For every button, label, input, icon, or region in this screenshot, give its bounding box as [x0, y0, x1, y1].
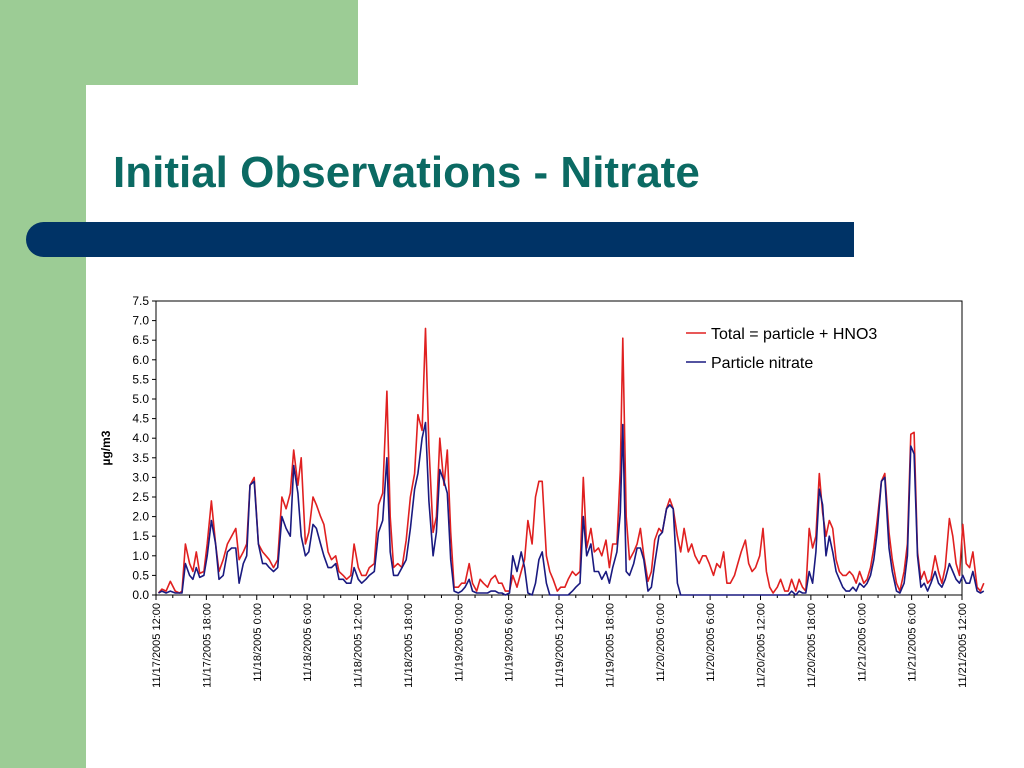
- y-tick-label: 1.5: [132, 529, 149, 543]
- slide-title: Initial Observations - Nitrate: [113, 148, 700, 197]
- x-tick-label: 11/21/2005 12:00: [957, 603, 969, 688]
- x-tick-label: 11/18/2005 6:00: [302, 603, 314, 682]
- legend-label-total: Total = particle + HNO3: [711, 326, 877, 343]
- y-tick-label: 6.5: [132, 333, 149, 347]
- x-tick-label: 11/20/2005 18:00: [806, 603, 818, 688]
- chart-legend: Total = particle + HNO3 Particle nitrate: [686, 326, 877, 372]
- y-tick-label: 4.0: [132, 431, 149, 445]
- y-tick-label: 2.5: [132, 490, 149, 504]
- y-tick-label: 7.0: [132, 314, 149, 328]
- x-tick-label: 11/19/2005 6:00: [504, 603, 516, 682]
- y-axis-ticks: 0.0 0.5 1.0 1.5 2.0 2.5 3.0 3.5 4.0 4.5 5.0 5.5 6.0 6…: [132, 294, 156, 602]
- series-layer: [157, 327, 985, 596]
- x-tick-label: 11/18/2005 18:00: [403, 603, 415, 688]
- y-tick-label: 4.5: [132, 412, 149, 426]
- y-tick-label: 1.0: [132, 549, 149, 563]
- x-tick-label: 11/21/2005 6:00: [907, 603, 919, 682]
- x-tick-label: 11/18/2005 0:00: [252, 603, 264, 682]
- nitrate-line-chart: 0.0 0.5 1.0 1.5 2.0 2.5 3.0 3.5 4.0 4.5 5.0 5.5 6.0 6…: [99, 294, 985, 688]
- x-tick-label: 11/17/2005 18:00: [201, 603, 213, 688]
- y-tick-label: 6.0: [132, 353, 149, 367]
- y-tick-label: 0.5: [132, 568, 149, 582]
- x-tick-label: 11/20/2005 12:00: [756, 603, 768, 688]
- x-tick-label: 11/17/2005 12:00: [151, 603, 163, 688]
- y-tick-label: 2.0: [132, 510, 149, 524]
- y-tick-label: 3.5: [132, 451, 149, 465]
- plot-area-frame: [155, 300, 963, 596]
- y-tick-label: 0.0: [132, 588, 149, 602]
- x-tick-label: 11/18/2005 12:00: [353, 603, 365, 688]
- x-tick-label: 11/19/2005 0:00: [453, 603, 465, 682]
- rounded-content-corner: [86, 85, 358, 185]
- green-side-strip: [0, 85, 86, 768]
- x-axis-ticks: 11/17/2005 12:00 11/17/2005 18:00 11/18/20…: [151, 595, 969, 688]
- x-tick-label: 11/21/2005 0:00: [856, 603, 868, 682]
- title-accent-bar: [26, 222, 854, 257]
- y-tick-label: 3.0: [132, 470, 149, 484]
- y-tick-label: 7.5: [132, 294, 149, 308]
- series-line-particle: [158, 421, 985, 596]
- y-axis-label: µg/m3: [99, 430, 113, 465]
- x-tick-label: 11/20/2005 0:00: [655, 603, 667, 682]
- y-tick-label: 5.5: [132, 372, 149, 386]
- green-corner-panel: [0, 0, 358, 85]
- x-tick-label: 11/19/2005 18:00: [604, 603, 616, 688]
- x-tick-label: 11/20/2005 6:00: [705, 603, 717, 682]
- legend-label-particle: Particle nitrate: [711, 355, 813, 372]
- y-tick-label: 5.0: [132, 392, 149, 406]
- series-line-total: [157, 327, 985, 594]
- x-tick-label: 11/19/2005 12:00: [554, 603, 566, 688]
